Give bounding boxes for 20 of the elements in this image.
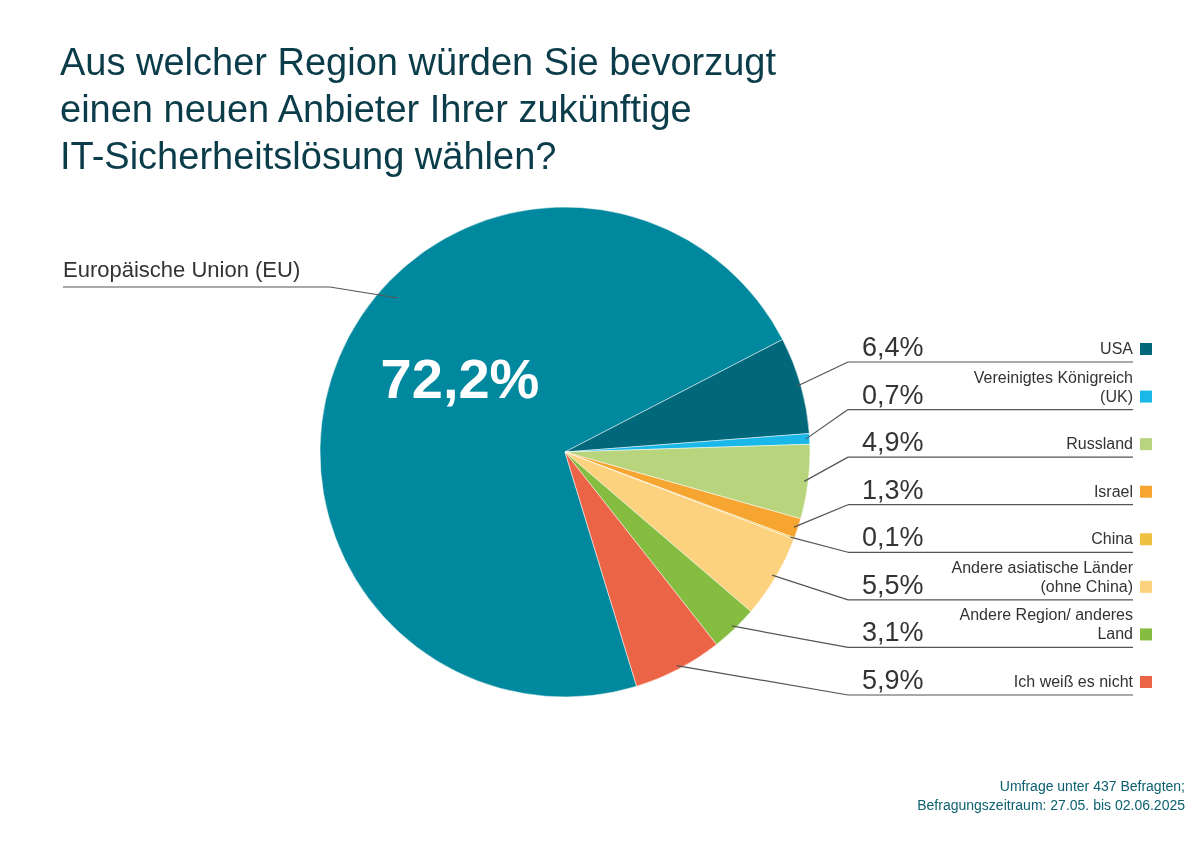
legend-label: China	[1091, 530, 1134, 548]
data-label: 5,5%	[862, 569, 924, 600]
data-label: 5,9%	[862, 665, 924, 695]
chart-title: Aus welcher Region würden Sie bevorzugt einen neuen Anbieter Ihrer zukünftige IT-Sicherheitslösung wählen?	[60, 41, 777, 177]
data-label: 3,1%	[862, 617, 924, 648]
data-label: 0,7%	[862, 379, 924, 410]
data-label: 1,3%	[862, 474, 924, 505]
slice-label: Europäische Union (EU)	[63, 257, 301, 282]
legend-label: Ich weiß es nicht	[1013, 673, 1134, 690]
data-label: 6,4%	[862, 332, 924, 362]
legend-label: Israel	[1093, 482, 1133, 500]
legend-label: Vereinigtes Königreich (UK)	[973, 368, 1133, 405]
legend-label: Andere Region/ anderes Land	[959, 606, 1133, 643]
text: Umfrage unter 437 Befragten; Befragungszeitraum: 27.05. bis 02.06.2025	[917, 778, 1186, 813]
legend-label: Andere asiatische Länder (ohne China)	[951, 558, 1134, 595]
data-label: 72,2%	[380, 347, 540, 410]
data-label: 0,1%	[862, 522, 924, 553]
legend-label: USA	[1100, 340, 1134, 357]
data-label: 4,9%	[862, 427, 924, 458]
legend-label: Russland	[1066, 435, 1133, 453]
